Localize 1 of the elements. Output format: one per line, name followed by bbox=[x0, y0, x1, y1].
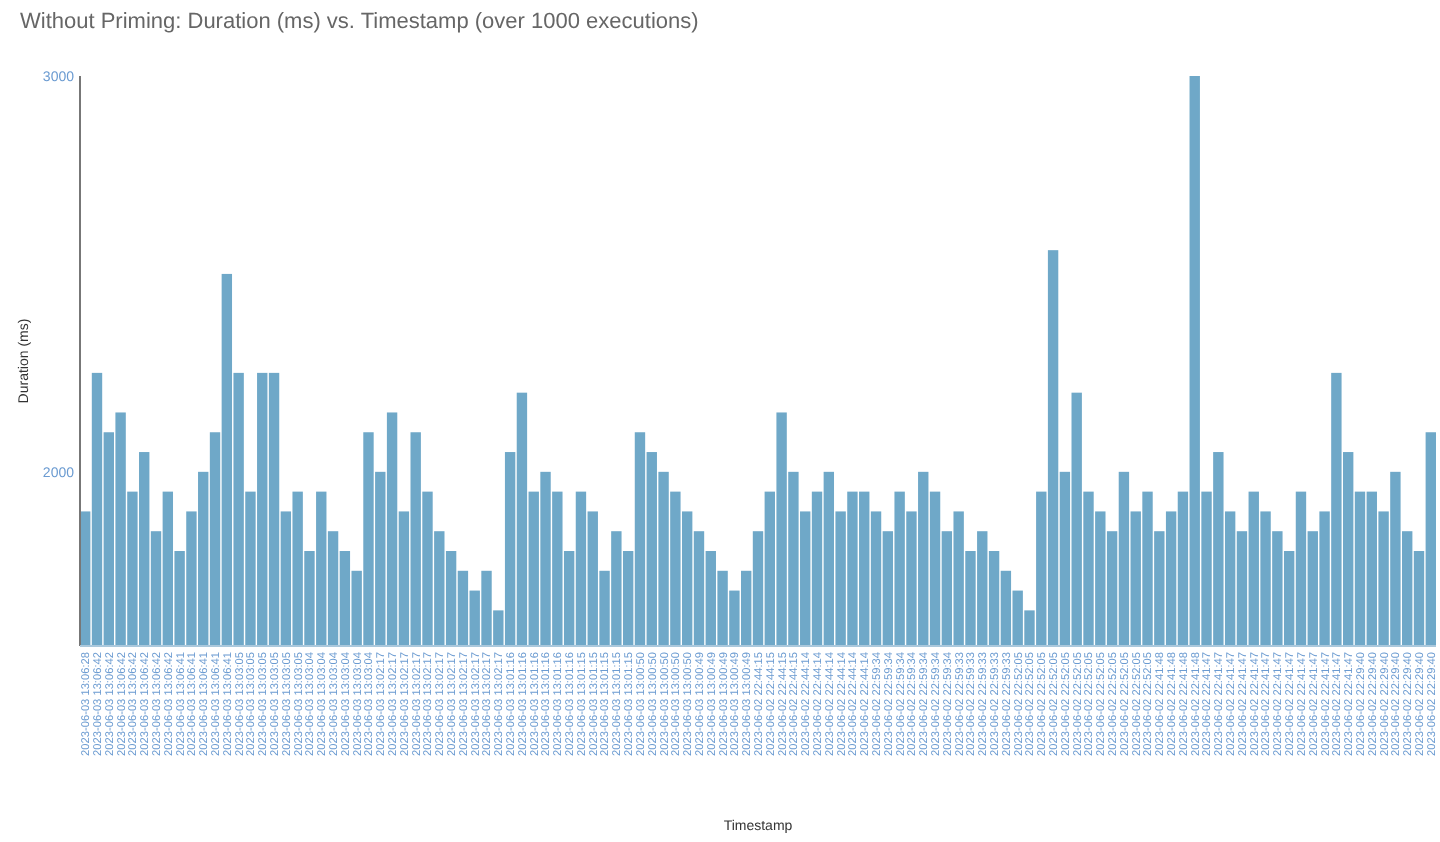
chart-title: Without Priming: Duration (ms) vs. Timestamp (over 1000 executions) bbox=[20, 10, 699, 34]
